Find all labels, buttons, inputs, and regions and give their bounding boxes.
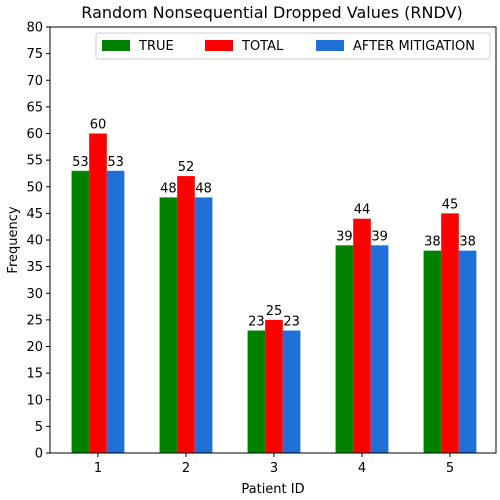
bar-total-2 [177,176,195,453]
bar-true-2 [159,197,178,453]
data-label-true-1: 53 [72,155,89,170]
data-label-total-3: 25 [266,304,283,319]
y-tick-label-25: 25 [26,313,43,328]
data-label-after-mitigation-3: 23 [283,315,300,330]
legend-label-after-mitigation: AFTER MITIGATION [353,39,475,54]
data-label-true-3: 23 [248,315,265,330]
data-label-total-5: 45 [442,197,459,212]
y-tick-label-5: 5 [35,420,43,435]
bar-true-3 [247,330,266,453]
y-tick-label-0: 0 [35,447,43,462]
bars-group [71,133,477,454]
y-tick-label-60: 60 [26,127,43,142]
data-label-total-4: 44 [354,203,371,218]
y-tick-label-40: 40 [26,234,43,249]
y-tick-label-70: 70 [26,74,43,89]
y-axis-label: Frequency [6,206,21,273]
data-label-after-mitigation-2: 48 [195,181,212,196]
bar-after-mitigation-4 [370,245,389,453]
data-label-true-4: 39 [336,229,353,244]
y-tick-label-15: 15 [26,367,43,382]
bar-true-1 [71,170,90,453]
data-label-true-2: 48 [160,181,177,196]
y-tick-label-75: 75 [26,47,43,62]
y-tick-label-45: 45 [26,207,43,222]
data-label-total-1: 60 [90,118,107,133]
bar-total-3 [265,319,283,454]
y-tick-label-80: 80 [26,21,43,36]
legend-swatch-after-mitigation [316,40,344,51]
data-label-total-2: 52 [178,160,195,175]
y-tick-label-55: 55 [26,154,43,169]
y-tick-label-10: 10 [26,393,43,408]
bar-true-4 [335,245,354,453]
bar-after-mitigation-2 [194,197,213,453]
bar-total-4 [353,218,371,453]
data-labels-group: 53 48 23 39 38 60 52 25 44 45 53 48 23 39 38 [72,118,476,330]
y-tick-label-30: 30 [26,287,43,302]
legend-swatch-true [102,40,130,51]
bar-after-mitigation-3 [282,330,301,453]
legend: TRUE TOTAL AFTER MITIGATION [95,32,491,60]
bar-true-5 [423,250,442,453]
bar-after-mitigation-1 [106,170,125,453]
y-tick-label-50: 50 [26,180,43,195]
data-label-after-mitigation-5: 38 [459,235,476,250]
bar-total-1 [89,133,107,453]
bar-after-mitigation-5 [458,250,477,453]
bar-total-5 [441,213,459,454]
legend-frame [95,32,491,60]
data-label-true-5: 38 [424,235,441,250]
y-tick-label-65: 65 [26,100,43,115]
x-tick-label-5: 5 [446,461,454,476]
legend-swatch-total [205,40,233,51]
x-tick-label-1: 1 [94,461,102,476]
data-label-after-mitigation-4: 39 [371,229,388,244]
x-tick-label-4: 4 [358,461,366,476]
plot-frame [49,26,497,454]
x-tick-label-2: 2 [182,461,190,476]
legend-label-true: TRUE [138,39,174,54]
x-axis-label: Patient ID [241,482,304,497]
legend-label-total: TOTAL [241,39,284,54]
chart-title: Random Nonsequential Dropped Values (RND… [81,3,462,22]
x-tick-label-3: 3 [270,461,278,476]
y-tick-label-35: 35 [26,260,43,275]
data-label-after-mitigation-1: 53 [107,155,124,170]
y-tick-label-20: 20 [26,340,43,355]
